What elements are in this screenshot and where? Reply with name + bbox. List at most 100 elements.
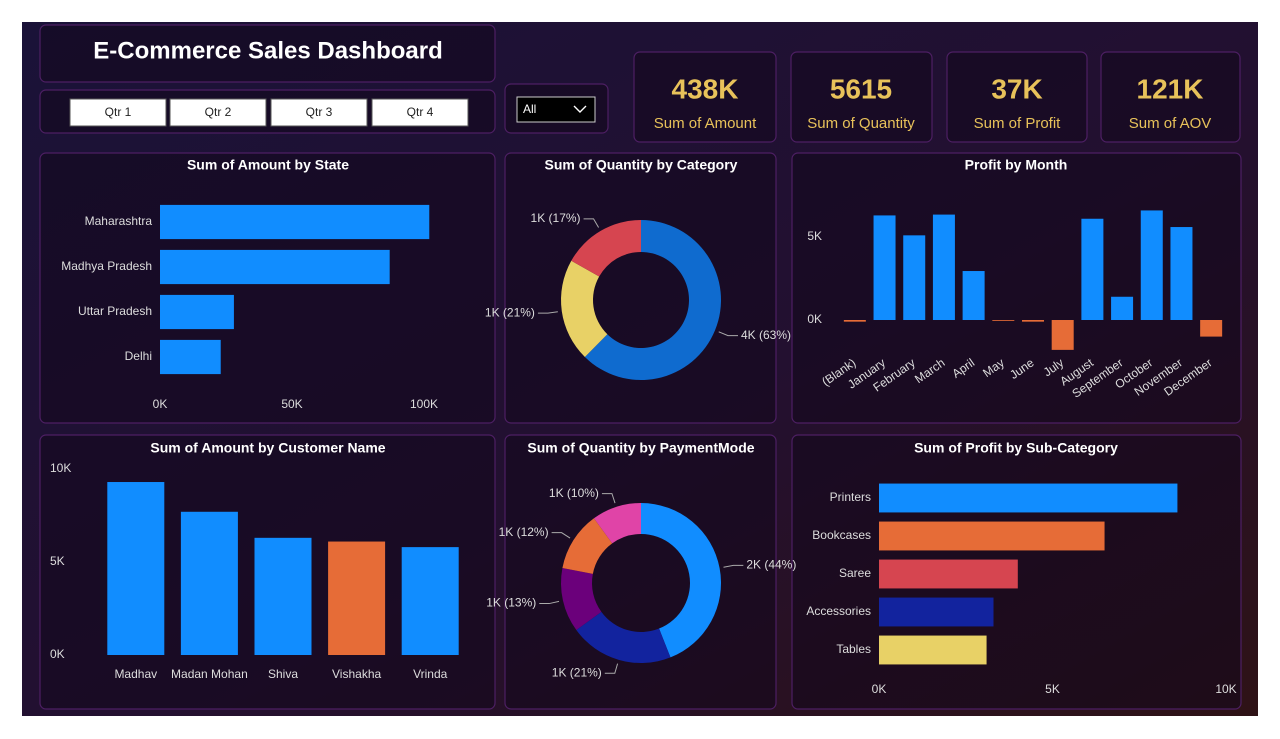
bar: [1022, 320, 1044, 322]
data-label: 1K (21%): [485, 305, 535, 319]
leader-line: [601, 493, 616, 504]
kpi-value: 5615: [830, 73, 892, 104]
chart-title: Sum of Profit by Sub-Category: [914, 440, 1118, 456]
quarter-label: Qtr 1: [105, 105, 132, 119]
chart-title: Sum of Quantity by PaymentMode: [527, 440, 754, 456]
x-tick-label: 5K: [1045, 682, 1060, 696]
category-label: Shiva: [268, 667, 298, 681]
bar: [879, 635, 987, 665]
bar: [843, 320, 866, 322]
bar: [328, 541, 386, 655]
bar: [932, 214, 955, 320]
category-label: Madhav: [114, 667, 157, 681]
donut-slice: [593, 503, 641, 544]
category-label: Saree: [839, 566, 871, 580]
bar: [1200, 320, 1223, 337]
bar: [160, 339, 221, 375]
quarter-button[interactable]: [270, 98, 368, 127]
bar: [992, 320, 1015, 321]
y-tick-label: 0K: [807, 312, 822, 326]
quarter-button[interactable]: [69, 98, 167, 127]
kpi-value: 121K: [1137, 73, 1204, 104]
chart-title: Profit by Month: [965, 157, 1068, 173]
leader-line: [604, 663, 619, 674]
donut-slice: [576, 611, 671, 663]
category-label: Tables: [836, 642, 871, 656]
x-tick-label: 50K: [281, 397, 302, 411]
x-tick-label: 100K: [410, 397, 438, 411]
dropdown-chevron: [573, 105, 587, 113]
chart-title: Sum of Amount by Customer Name: [150, 440, 385, 456]
chart-panel: [504, 434, 777, 710]
donut-slice: [641, 503, 721, 658]
donut-slice: [561, 260, 608, 358]
kpi-label: Sum of Quantity: [807, 115, 915, 132]
chart-title: Sum of Quantity by Category: [545, 157, 738, 173]
y-tick-label: 5K: [50, 554, 65, 568]
y-tick-label: 5K: [807, 229, 822, 243]
bar: [879, 597, 994, 627]
leader-line: [723, 564, 744, 568]
bar: [879, 521, 1105, 551]
bar: [1140, 210, 1163, 320]
bar: [903, 235, 926, 320]
bar: [160, 249, 390, 285]
category-label: Madan Mohan: [171, 667, 248, 681]
leader-line: [539, 600, 560, 605]
bar: [1081, 218, 1104, 320]
quarter-button[interactable]: [371, 98, 469, 127]
bar: [879, 559, 1018, 589]
data-label: 1K (10%): [549, 486, 599, 500]
category-label: Accessories: [806, 604, 871, 618]
category-label: Printers: [830, 490, 871, 504]
bar: [962, 271, 985, 320]
data-label: 1K (17%): [531, 211, 581, 225]
x-tick-label: 10K: [1215, 682, 1236, 696]
y-tick-label: 10K: [50, 461, 71, 475]
dashboard-title: E-Commerce Sales Dashboard: [93, 37, 442, 64]
chart-title: Sum of Amount by State: [187, 157, 349, 173]
data-label: 1K (12%): [499, 525, 549, 539]
dropdown[interactable]: [516, 96, 596, 123]
data-label: 1K (13%): [486, 596, 536, 610]
kpi-label: Sum of Amount: [654, 115, 757, 132]
kpi-card: [633, 51, 777, 143]
bar: [401, 547, 459, 655]
kpi-value: 37K: [991, 73, 1042, 104]
bar: [879, 483, 1178, 513]
bar: [160, 204, 430, 240]
bar: [1111, 296, 1134, 320]
quarter-label: Qtr 4: [407, 105, 434, 119]
leader-line: [718, 331, 738, 337]
bar: [1170, 227, 1193, 320]
leader-line: [551, 532, 571, 539]
y-tick-label: 0K: [50, 647, 65, 661]
donut-slice: [584, 220, 721, 380]
kpi-label: Sum of AOV: [1129, 115, 1212, 132]
category-label: Vrinda: [413, 667, 448, 681]
chart-panel: [504, 152, 777, 424]
x-tick-label: 0K: [153, 397, 168, 411]
data-label: 1K (21%): [552, 665, 602, 679]
bar: [107, 482, 165, 655]
kpi-card: [946, 51, 1088, 143]
quarter-label: Qtr 3: [306, 105, 333, 119]
category-label: Uttar Pradesh: [78, 304, 152, 318]
leader-line: [537, 311, 558, 314]
category-label: Madhya Pradesh: [61, 259, 152, 273]
donut-slice: [562, 518, 613, 574]
dropdown-value: All: [523, 102, 536, 116]
chart-panel: [791, 152, 1242, 424]
data-label: 2K (44%): [746, 558, 796, 572]
bar: [160, 294, 234, 330]
category-label: Vishakha: [332, 667, 381, 681]
quarter-label: Qtr 2: [205, 105, 232, 119]
quarter-button[interactable]: [169, 98, 267, 127]
bar: [254, 537, 312, 655]
category-label: Maharashtra: [85, 214, 153, 228]
data-label: 4K (63%): [741, 328, 791, 342]
leader-line: [583, 218, 600, 228]
bar: [180, 511, 238, 655]
title-panel: [39, 24, 496, 83]
